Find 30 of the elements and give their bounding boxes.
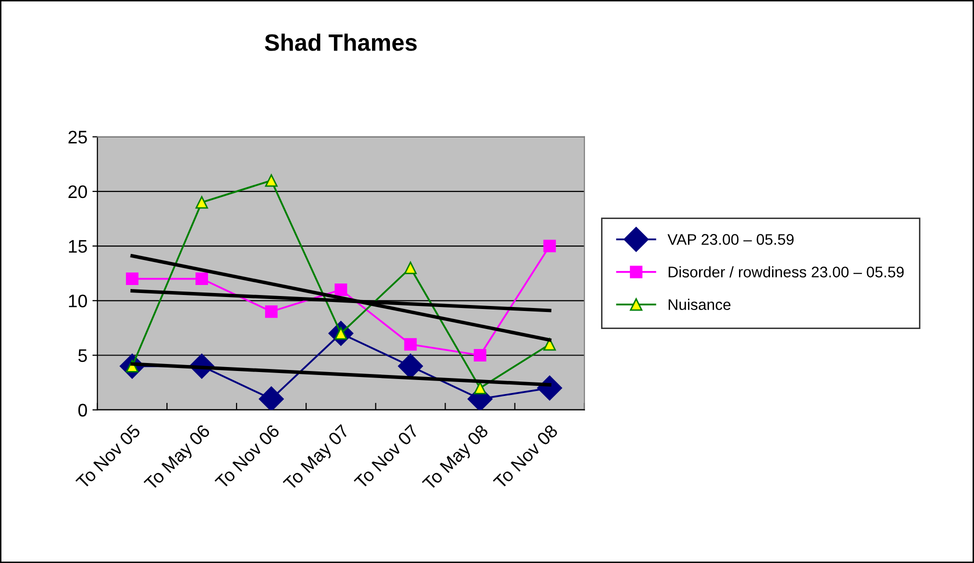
point bbox=[334, 283, 348, 296]
legend-label: Nuisance bbox=[668, 298, 730, 310]
y-tick-label: 0 bbox=[78, 404, 87, 417]
point bbox=[196, 272, 208, 286]
y-tick-label: 20 bbox=[68, 185, 87, 198]
y-tick-label: 25 bbox=[68, 130, 87, 144]
point bbox=[196, 196, 208, 209]
y-tick-label: 10 bbox=[68, 294, 87, 308]
point bbox=[265, 174, 278, 187]
x-tick-label: To Nov 05 bbox=[75, 424, 142, 490]
point bbox=[474, 349, 486, 362]
y-tick-label: 15 bbox=[68, 240, 87, 253]
point bbox=[404, 338, 417, 351]
point bbox=[543, 240, 556, 252]
x-tick-label: To May 06 bbox=[143, 424, 214, 494]
x-tick-label: To May 08 bbox=[422, 424, 492, 494]
x-tick-label: To Nov 08 bbox=[492, 424, 558, 490]
point bbox=[474, 382, 486, 394]
point bbox=[265, 305, 278, 318]
x-tick-label: To Nov 07 bbox=[354, 424, 420, 490]
legend-label: VAP 23.00 – 05.59 bbox=[668, 234, 794, 245]
point bbox=[258, 386, 284, 410]
x-tick-label: To May 07 bbox=[282, 424, 352, 494]
point bbox=[404, 262, 417, 274]
x-tick-label: To Nov 06 bbox=[214, 424, 280, 490]
point bbox=[126, 272, 138, 286]
legend-label: Disorder / rowdiness 23.00 – 05.59 bbox=[668, 266, 904, 278]
y-tick-label: 5 bbox=[78, 349, 87, 362]
chart-title: Shad Thames bbox=[264, 34, 417, 51]
point bbox=[543, 338, 556, 351]
